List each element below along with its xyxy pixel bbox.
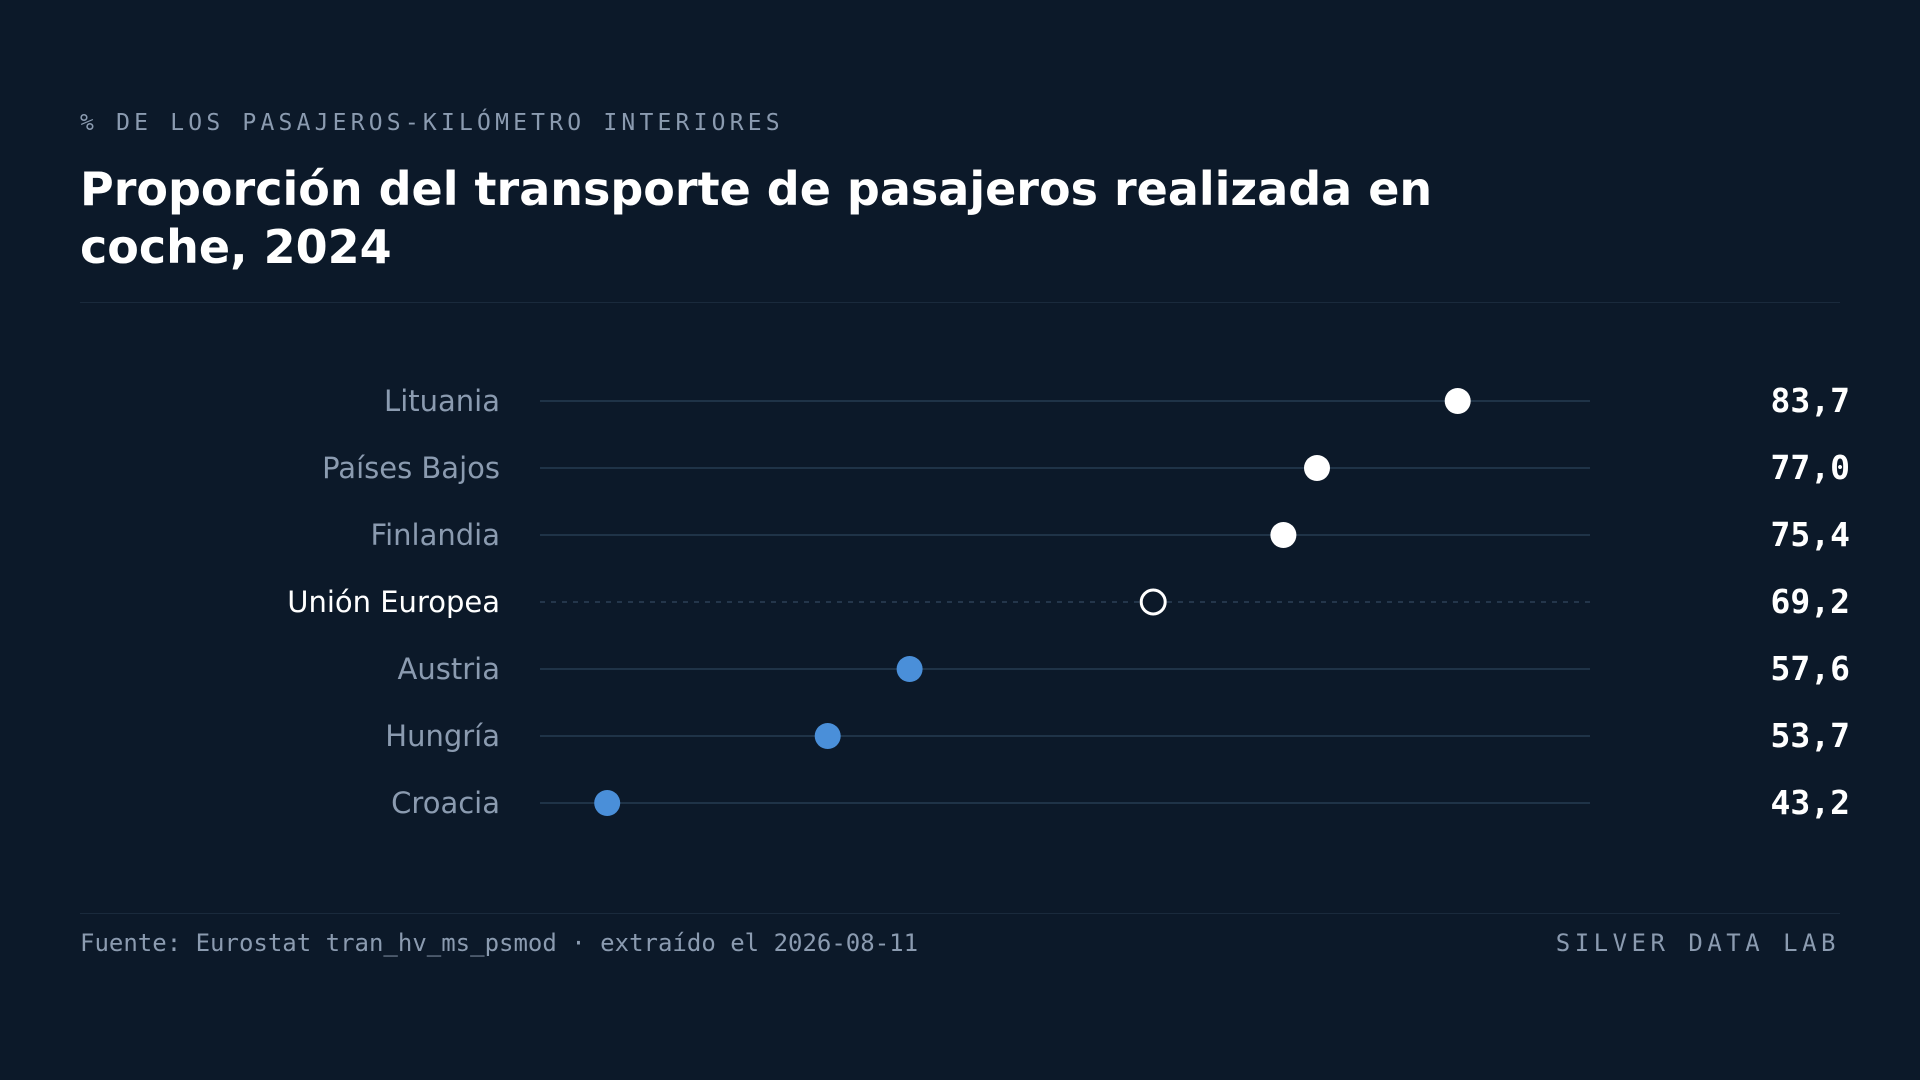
dot-marker-lituania	[1444, 388, 1471, 414]
dot-marker-croacia	[594, 790, 621, 816]
category-label-paises-bajos: Países Bajos	[322, 451, 500, 485]
category-label-hungria: Hungría	[385, 719, 500, 753]
category-label-union-europea: Unión Europea	[287, 585, 500, 619]
value-label-lituania: 83,7	[1771, 381, 1850, 420]
chart-kicker: % DE LOS PASAJEROS-KILÓMETRO INTERIORES	[80, 110, 784, 136]
brand-label: SILVER DATA LAB	[1555, 929, 1840, 957]
value-label-hungria: 53,7	[1771, 716, 1850, 755]
header-divider	[80, 302, 1840, 303]
dot-marker-austria	[896, 656, 923, 682]
category-label-lituania: Lituania	[384, 384, 500, 418]
footer-divider	[80, 913, 1840, 914]
dot-chart: Lituania 83,7 Países Bajos 77,0 Finlandia 75,…	[287, 381, 1850, 822]
source-note: Fuente: Eurostat tran_hv_ms_psmod · extr…	[80, 929, 919, 957]
category-label-finlandia: Finlandia	[371, 518, 500, 552]
dot-marker-hungria	[814, 723, 841, 749]
dot-marker-finlandia	[1270, 522, 1297, 548]
value-label-paises-bajos: 77,0	[1771, 448, 1850, 487]
value-label-croacia: 43,2	[1771, 783, 1850, 822]
category-label-croacia: Croacia	[391, 786, 500, 820]
category-label-austria: Austria	[398, 652, 500, 686]
dot-marker-paises-bajos	[1304, 455, 1330, 481]
reference-marker-union-europea	[1139, 588, 1167, 616]
value-label-austria: 57,6	[1771, 649, 1850, 688]
chart-title: Proporción del transporte de pasajeros r…	[80, 162, 1433, 274]
value-label-finlandia: 75,4	[1771, 515, 1850, 554]
value-label-union-europea: 69,2	[1771, 582, 1850, 621]
